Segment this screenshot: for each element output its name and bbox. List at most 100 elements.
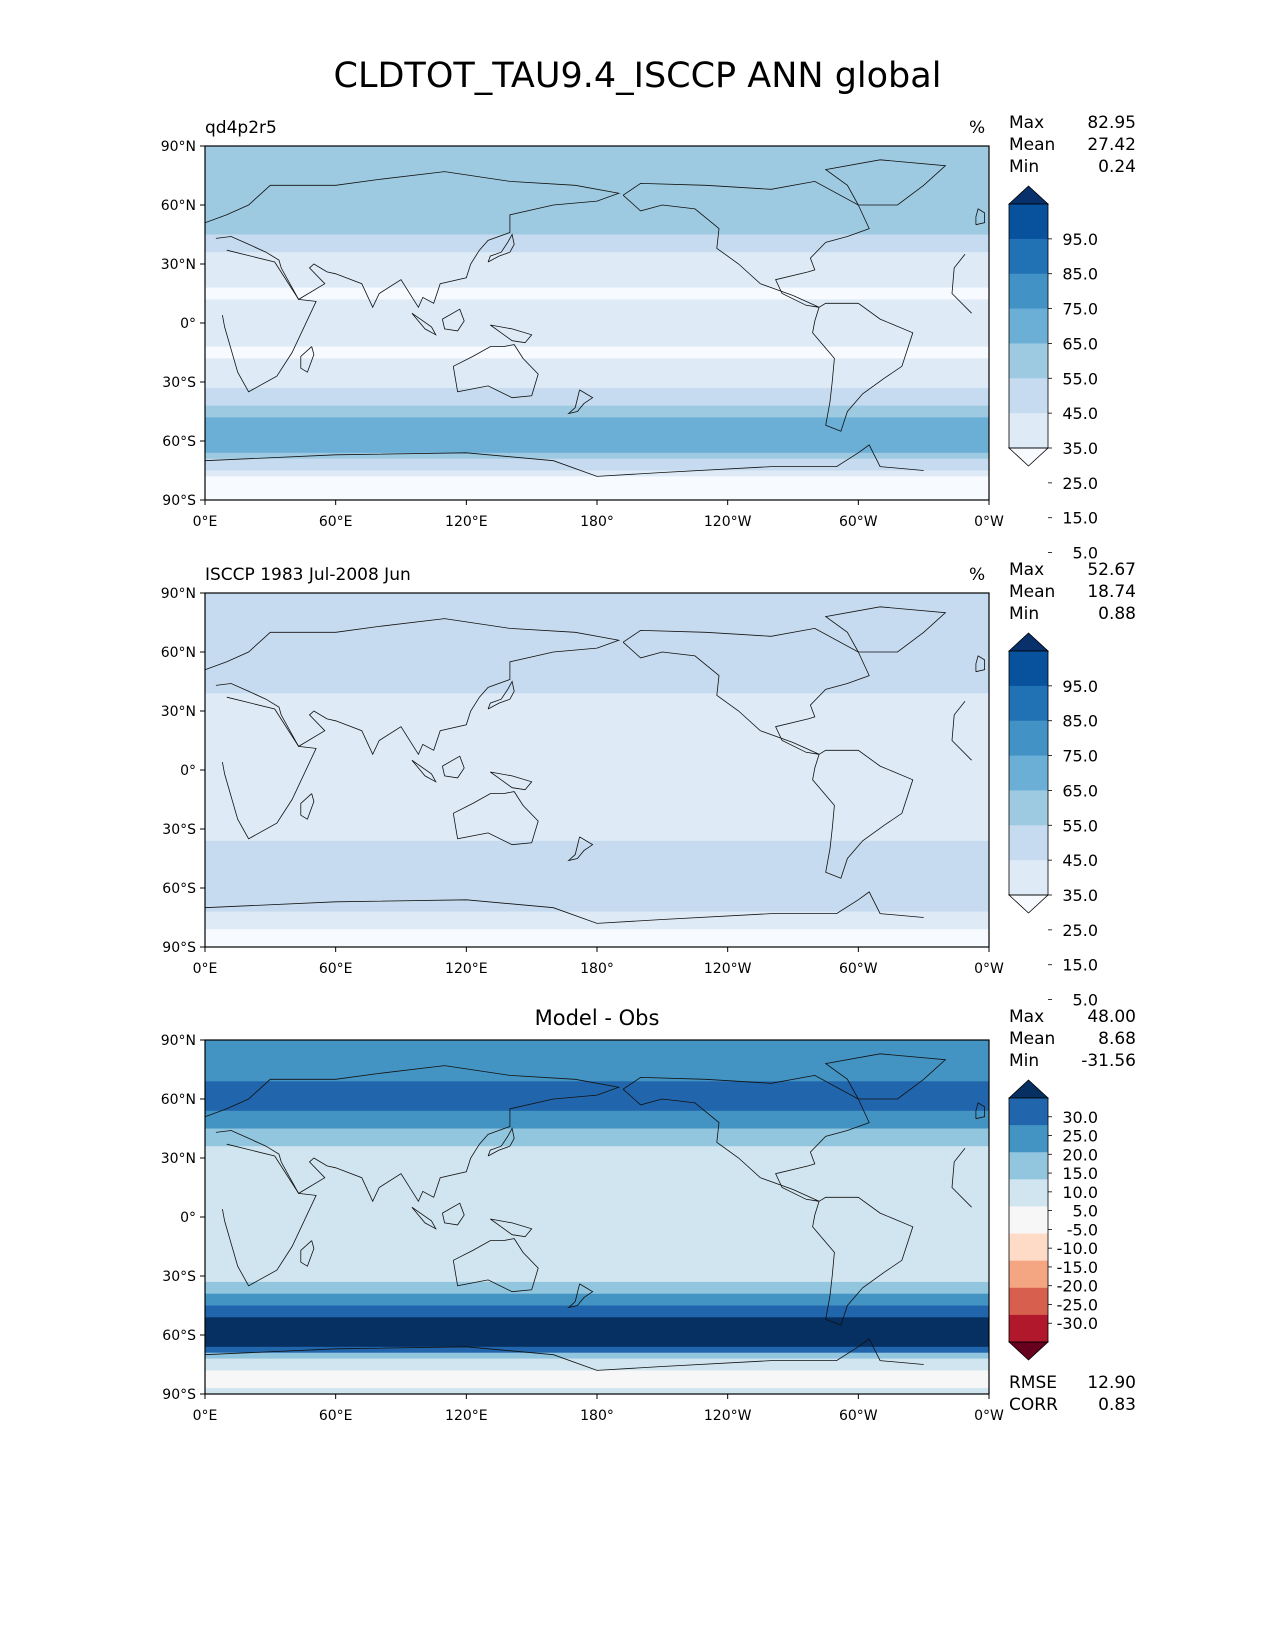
contour-band — [205, 1335, 989, 1342]
map-plot-diff: 90°N 60°N 30°N 0° 30°S 60°S 90°S 0°E 60°E 120°E 18… — [161, 1033, 1098, 1424]
contour-band — [205, 716, 989, 724]
contour-band — [205, 610, 989, 618]
contour-band — [205, 376, 989, 383]
colorbar-tick-label: -25.0 — [1057, 1295, 1098, 1314]
colorbar-cell — [1009, 1098, 1048, 1126]
contour-band — [205, 917, 989, 924]
contour-band — [205, 222, 989, 230]
contour-band — [205, 175, 989, 182]
contour-band — [205, 829, 989, 836]
contour-band — [205, 805, 989, 812]
stat-value: -31.56 — [1081, 1051, 1136, 1071]
colorbar-cell — [1009, 755, 1048, 791]
axes: 90°N 60°N 30°N 0° 30°S 60°S 90°S 0°E 60°E 120°E 18… — [161, 139, 1004, 530]
contour-band — [205, 775, 989, 783]
lon-tick-label: 60°W — [839, 961, 878, 977]
colorbar-cell — [1009, 825, 1048, 861]
contour-band — [205, 488, 989, 495]
colorbar-cell — [1009, 273, 1048, 310]
colorbar-cell — [1009, 1125, 1048, 1153]
stat-value: 27.42 — [1087, 135, 1136, 155]
contour-band — [205, 1234, 989, 1242]
contour-band — [205, 1222, 989, 1230]
lon-tick-label: 60°W — [839, 514, 878, 530]
contour-band — [205, 269, 989, 277]
colorbar-frame — [1008, 203, 1049, 449]
contour-band — [205, 258, 989, 265]
coastline — [452, 791, 539, 846]
contour-band — [205, 740, 989, 747]
contour-band — [205, 1128, 989, 1135]
colorbar-cell — [1009, 413, 1048, 449]
contour-band — [205, 470, 989, 477]
colorbar-cell — [1009, 860, 1048, 896]
contour-band — [205, 905, 989, 913]
contour-band — [205, 264, 989, 271]
contour-band — [205, 911, 989, 919]
axes: 90°N 60°N 30°N 0° 30°S 60°S 90°S 0°E 60°E 120°E 18… — [161, 586, 1004, 977]
contour-band — [205, 429, 989, 436]
panel-obs: 90°N 60°N 30°N 0° 30°S 60°S 90°S 0°E 60°E 120°E 18… — [0, 447, 1275, 1010]
contour-band — [205, 593, 989, 600]
contour-band — [205, 1352, 989, 1360]
lon-tick-label: 0°W — [974, 1408, 1004, 1424]
colorbar-tick-label: 75.0 — [1062, 300, 1098, 319]
colorbar-tick-label: 45.0 — [1062, 851, 1098, 870]
contour-band — [205, 876, 989, 883]
contour-band — [205, 1193, 989, 1200]
contour-band — [205, 393, 989, 401]
coastline — [452, 344, 539, 399]
contour-band — [205, 399, 989, 407]
contour-band — [205, 181, 989, 188]
contour-band — [205, 858, 989, 865]
contour-band — [205, 728, 989, 736]
coastline — [442, 755, 465, 779]
contour-band — [205, 1311, 989, 1318]
contour-band — [205, 1158, 989, 1165]
colorbar-tick-label: -10.0 — [1057, 1239, 1098, 1258]
lat-tick-label: 60°S — [162, 1328, 196, 1344]
contour-band — [205, 482, 989, 489]
coastline — [300, 793, 315, 820]
colorbar: 30.025.020.015.010.05.0-5.0-10.0-15.0-20… — [1007, 1079, 1098, 1361]
lat-tick-label: 60°N — [161, 1092, 196, 1108]
colorbar-cell — [1009, 343, 1048, 379]
coastline — [452, 1238, 539, 1293]
contour-band — [205, 687, 989, 694]
contour-band — [205, 1364, 989, 1371]
contour-band — [205, 405, 989, 413]
contour-band — [205, 352, 989, 359]
contour-band — [205, 169, 989, 177]
lon-tick-label: 120°E — [445, 961, 488, 977]
contour-band — [205, 464, 989, 472]
colorbar-tick-label: 65.0 — [1062, 781, 1098, 800]
contour-band — [205, 1370, 989, 1377]
colorbar-tick-label: 20.0 — [1062, 1145, 1098, 1164]
lon-tick-label: 120°W — [704, 1408, 752, 1424]
colorbar-tick-label: 95.0 — [1062, 230, 1098, 249]
colorbar-cell — [1009, 1152, 1048, 1180]
contour-band — [205, 205, 989, 212]
contour-band — [205, 1305, 989, 1312]
coastline — [567, 1283, 594, 1309]
stat-key: RMSE — [1009, 1373, 1058, 1393]
lon-tick-label: 0°E — [193, 961, 218, 977]
colorbar-cell — [1009, 720, 1048, 757]
contour-band — [205, 187, 989, 194]
stat-key: Mean — [1009, 135, 1056, 155]
lon-tick-label: 60°E — [319, 1408, 353, 1424]
coastline — [442, 308, 465, 332]
contour-band — [205, 417, 989, 424]
contour-band — [205, 293, 989, 300]
contour-band — [205, 199, 989, 206]
panel-model: 90°N 60°N 30°N 0° 30°S 60°S 90°S 0°E 60°E 120°E 18… — [0, 0, 1275, 563]
contour-fill — [205, 146, 989, 501]
stat-key: Mean — [1009, 582, 1056, 602]
lat-tick-label: 30°S — [162, 375, 196, 391]
contour-band — [205, 1152, 989, 1159]
colorbar-tick-label: -15.0 — [1057, 1258, 1098, 1277]
coastline — [204, 891, 924, 924]
coastline — [622, 180, 870, 308]
coastlines — [204, 606, 985, 924]
contour-band — [205, 758, 989, 765]
